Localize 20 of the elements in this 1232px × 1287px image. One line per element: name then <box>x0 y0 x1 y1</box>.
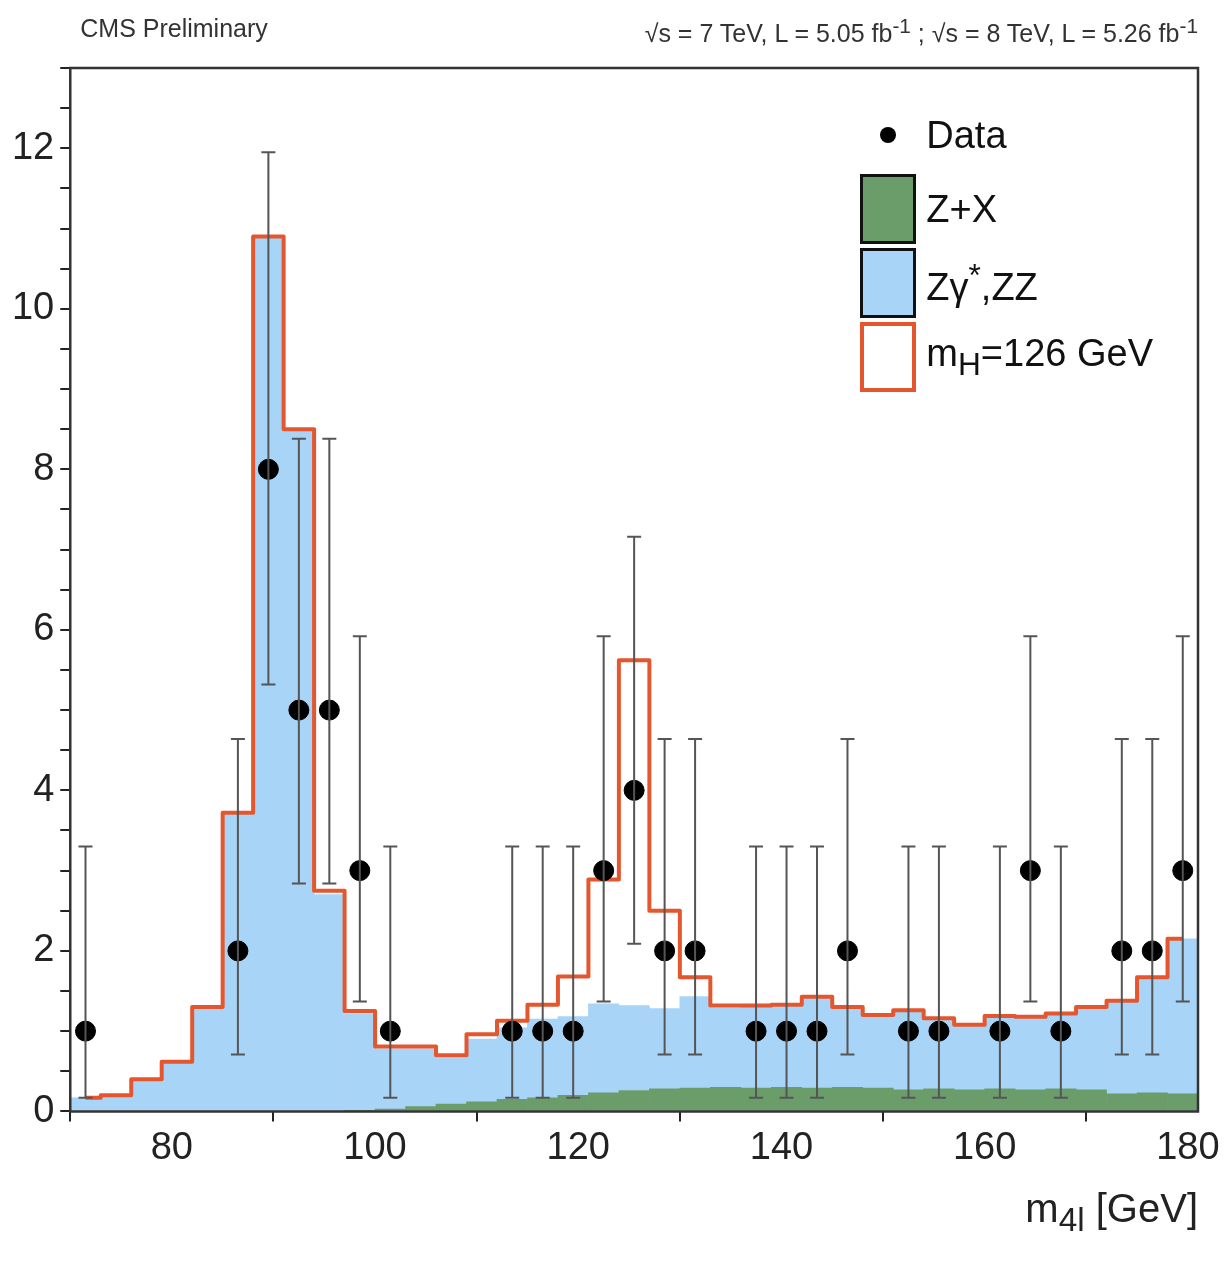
x-tick-label: 160 <box>952 1124 1017 1167</box>
x-tick-label: 120 <box>546 1124 610 1167</box>
y-tick-label: 6 <box>33 606 55 649</box>
y-tick-label: 2 <box>33 927 55 970</box>
legend-label: Z+X <box>926 187 998 231</box>
x-tick-label: 180 <box>1156 1124 1220 1167</box>
y-tick-label: 8 <box>33 445 55 488</box>
legend-label: Zγ$^{*}$,ZZ <box>926 257 1038 309</box>
x-tick-label: 140 <box>749 1124 814 1167</box>
legend-label: m$_{H}$=126 GeV <box>926 331 1153 383</box>
x-axis-title: m$_{4l}$ [GeV] <box>1025 1186 1198 1240</box>
chart-subtitle: √s = 7 TeV, L = 5.05 fb$^{-1}$ ; √s = 8 TeV, L = 5.26 fb$^{-1}$ <box>644 14 1198 49</box>
y-tick-label: 10 <box>11 285 55 328</box>
x-tick-label: 100 <box>343 1124 407 1167</box>
legend-label: Data <box>926 113 1007 157</box>
chart-title: CMS Preliminary <box>80 14 268 43</box>
y-tick-label: 12 <box>11 124 55 167</box>
y-tick-label: 4 <box>33 766 55 809</box>
x-tick-label: 80 <box>150 1124 194 1167</box>
y-tick-label: 0 <box>33 1087 55 1130</box>
